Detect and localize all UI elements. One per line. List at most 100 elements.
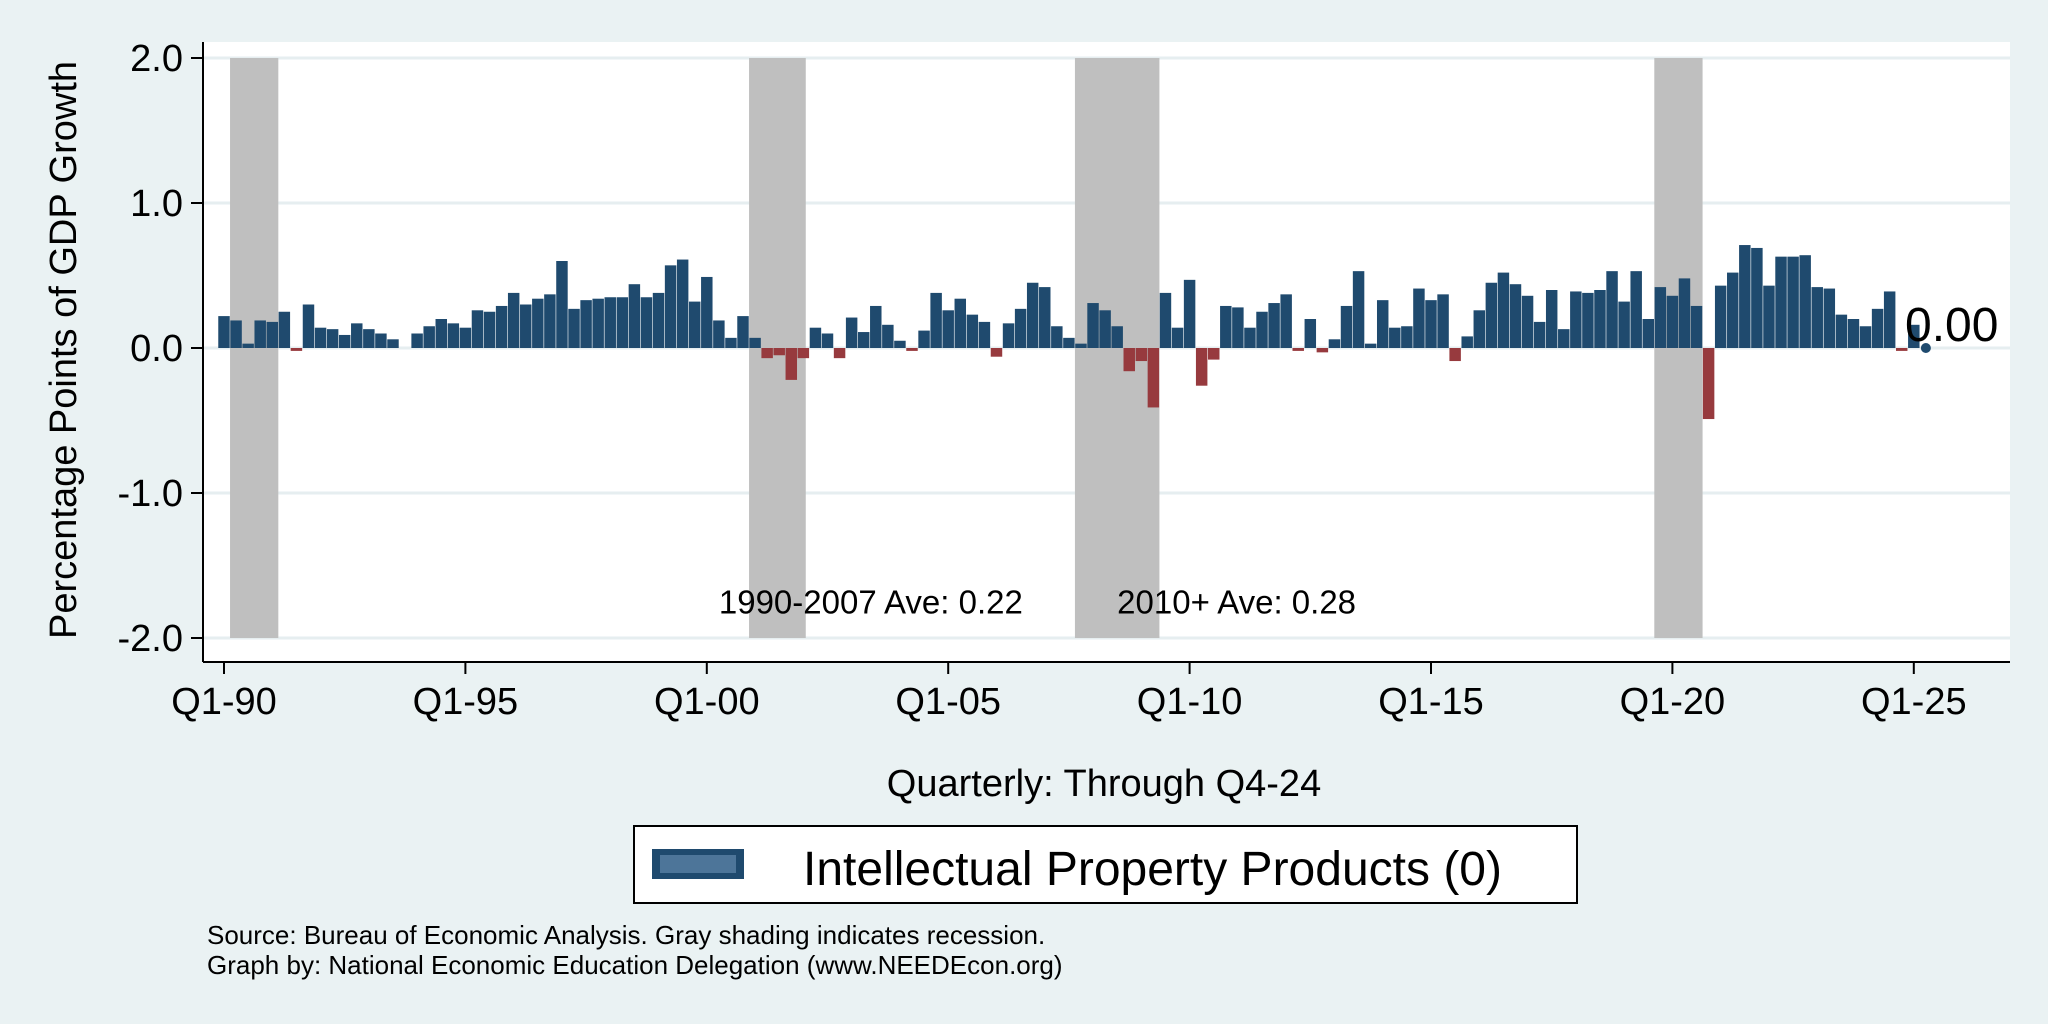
bar <box>1002 323 1015 348</box>
x-tick-label: Q1-25 <box>1861 681 1967 723</box>
bar <box>1256 311 1268 348</box>
bar <box>1364 343 1377 348</box>
bar <box>495 305 508 348</box>
x-tick-label: Q1-90 <box>171 681 277 723</box>
bar <box>954 298 967 348</box>
bar <box>387 339 399 348</box>
bar <box>338 334 351 348</box>
bar <box>1908 324 1920 348</box>
axes <box>202 42 2010 663</box>
bar <box>1413 288 1425 348</box>
bar <box>1654 287 1667 348</box>
bar <box>1099 310 1111 348</box>
x-tick-label: Q1-95 <box>413 681 519 723</box>
bar <box>1063 337 1075 348</box>
bar <box>918 330 930 348</box>
bar <box>1666 295 1679 348</box>
x-tick-label: Q1-10 <box>1137 681 1243 723</box>
bar <box>906 348 918 351</box>
bar <box>326 329 339 348</box>
average-annotation: 1990-2007 Ave: 0.22 <box>719 583 1023 620</box>
bar <box>1739 245 1751 348</box>
bar <box>1533 321 1546 348</box>
bar <box>1497 272 1510 348</box>
y-ticks: 2.0 1.0 0.0 -1.0 -2.0 <box>118 38 203 660</box>
bar <box>1811 287 1823 348</box>
bar <box>1437 294 1449 348</box>
bar <box>435 319 447 348</box>
bar <box>1678 278 1691 348</box>
bar <box>1871 308 1884 348</box>
bar <box>290 348 303 351</box>
bar <box>1352 271 1365 348</box>
bar <box>664 265 677 348</box>
bar <box>556 261 568 348</box>
bar <box>1232 307 1244 348</box>
bar <box>966 314 979 348</box>
bar <box>1328 339 1341 348</box>
bar <box>1763 285 1775 348</box>
bar <box>447 323 460 348</box>
last-value-marker <box>1920 343 1931 353</box>
bar <box>1847 319 1860 348</box>
bar <box>1895 348 1908 351</box>
bar <box>1195 348 1208 386</box>
bar <box>375 333 387 348</box>
x-tick-label: Q1-00 <box>654 681 760 723</box>
bar <box>857 332 870 348</box>
bar <box>1751 247 1763 348</box>
legend-label: Intellectual Property Products (0) <box>803 843 1502 896</box>
bar <box>1823 288 1836 348</box>
bar <box>1087 303 1099 348</box>
x-tick-label: Q1-20 <box>1620 681 1726 723</box>
y-tick-label: -2.0 <box>118 618 183 660</box>
bar <box>1123 348 1135 372</box>
bar <box>1389 327 1401 348</box>
bar <box>1461 336 1473 348</box>
bar <box>1039 287 1051 348</box>
legend-box <box>633 825 1578 904</box>
bar <box>592 298 604 348</box>
bar <box>1473 310 1486 348</box>
bar <box>1702 348 1715 420</box>
bar <box>1690 305 1703 348</box>
bar <box>942 310 954 348</box>
bar <box>483 311 496 348</box>
bar <box>676 259 689 348</box>
bar <box>507 292 520 348</box>
bar <box>1425 300 1437 348</box>
bar <box>894 340 906 348</box>
bar <box>809 327 822 348</box>
bar <box>1135 348 1148 362</box>
bar <box>1727 272 1739 348</box>
bar <box>978 321 991 348</box>
bar <box>363 329 375 348</box>
legend-swatch-inner <box>660 855 736 873</box>
x-axis-title: Quarterly: Through Q4-24 <box>887 763 1321 805</box>
bar <box>1147 348 1160 408</box>
y-tick-label: 1.0 <box>130 183 183 225</box>
bar <box>411 333 423 348</box>
bar <box>1582 292 1594 348</box>
bar <box>351 323 363 348</box>
bar <box>532 298 544 348</box>
bar <box>1111 326 1123 348</box>
bar <box>302 304 315 348</box>
bar <box>1545 290 1558 348</box>
bar <box>1304 319 1317 348</box>
bar <box>1521 295 1534 348</box>
bar <box>568 308 580 348</box>
bar <box>1014 308 1027 348</box>
bar <box>1183 279 1196 348</box>
bar <box>218 316 230 348</box>
bar <box>616 297 629 348</box>
x-ticks: Q1-90 Q1-95 Q1-00 Q1-05 Q1-10 Q1-15 Q1-20 Q1-25 <box>171 662 1967 723</box>
bar <box>1714 285 1727 348</box>
bar <box>1787 256 1799 348</box>
bar <box>628 284 641 348</box>
bar <box>1376 300 1389 348</box>
bar <box>1244 327 1256 348</box>
bar <box>1883 291 1896 348</box>
bar <box>652 292 665 348</box>
